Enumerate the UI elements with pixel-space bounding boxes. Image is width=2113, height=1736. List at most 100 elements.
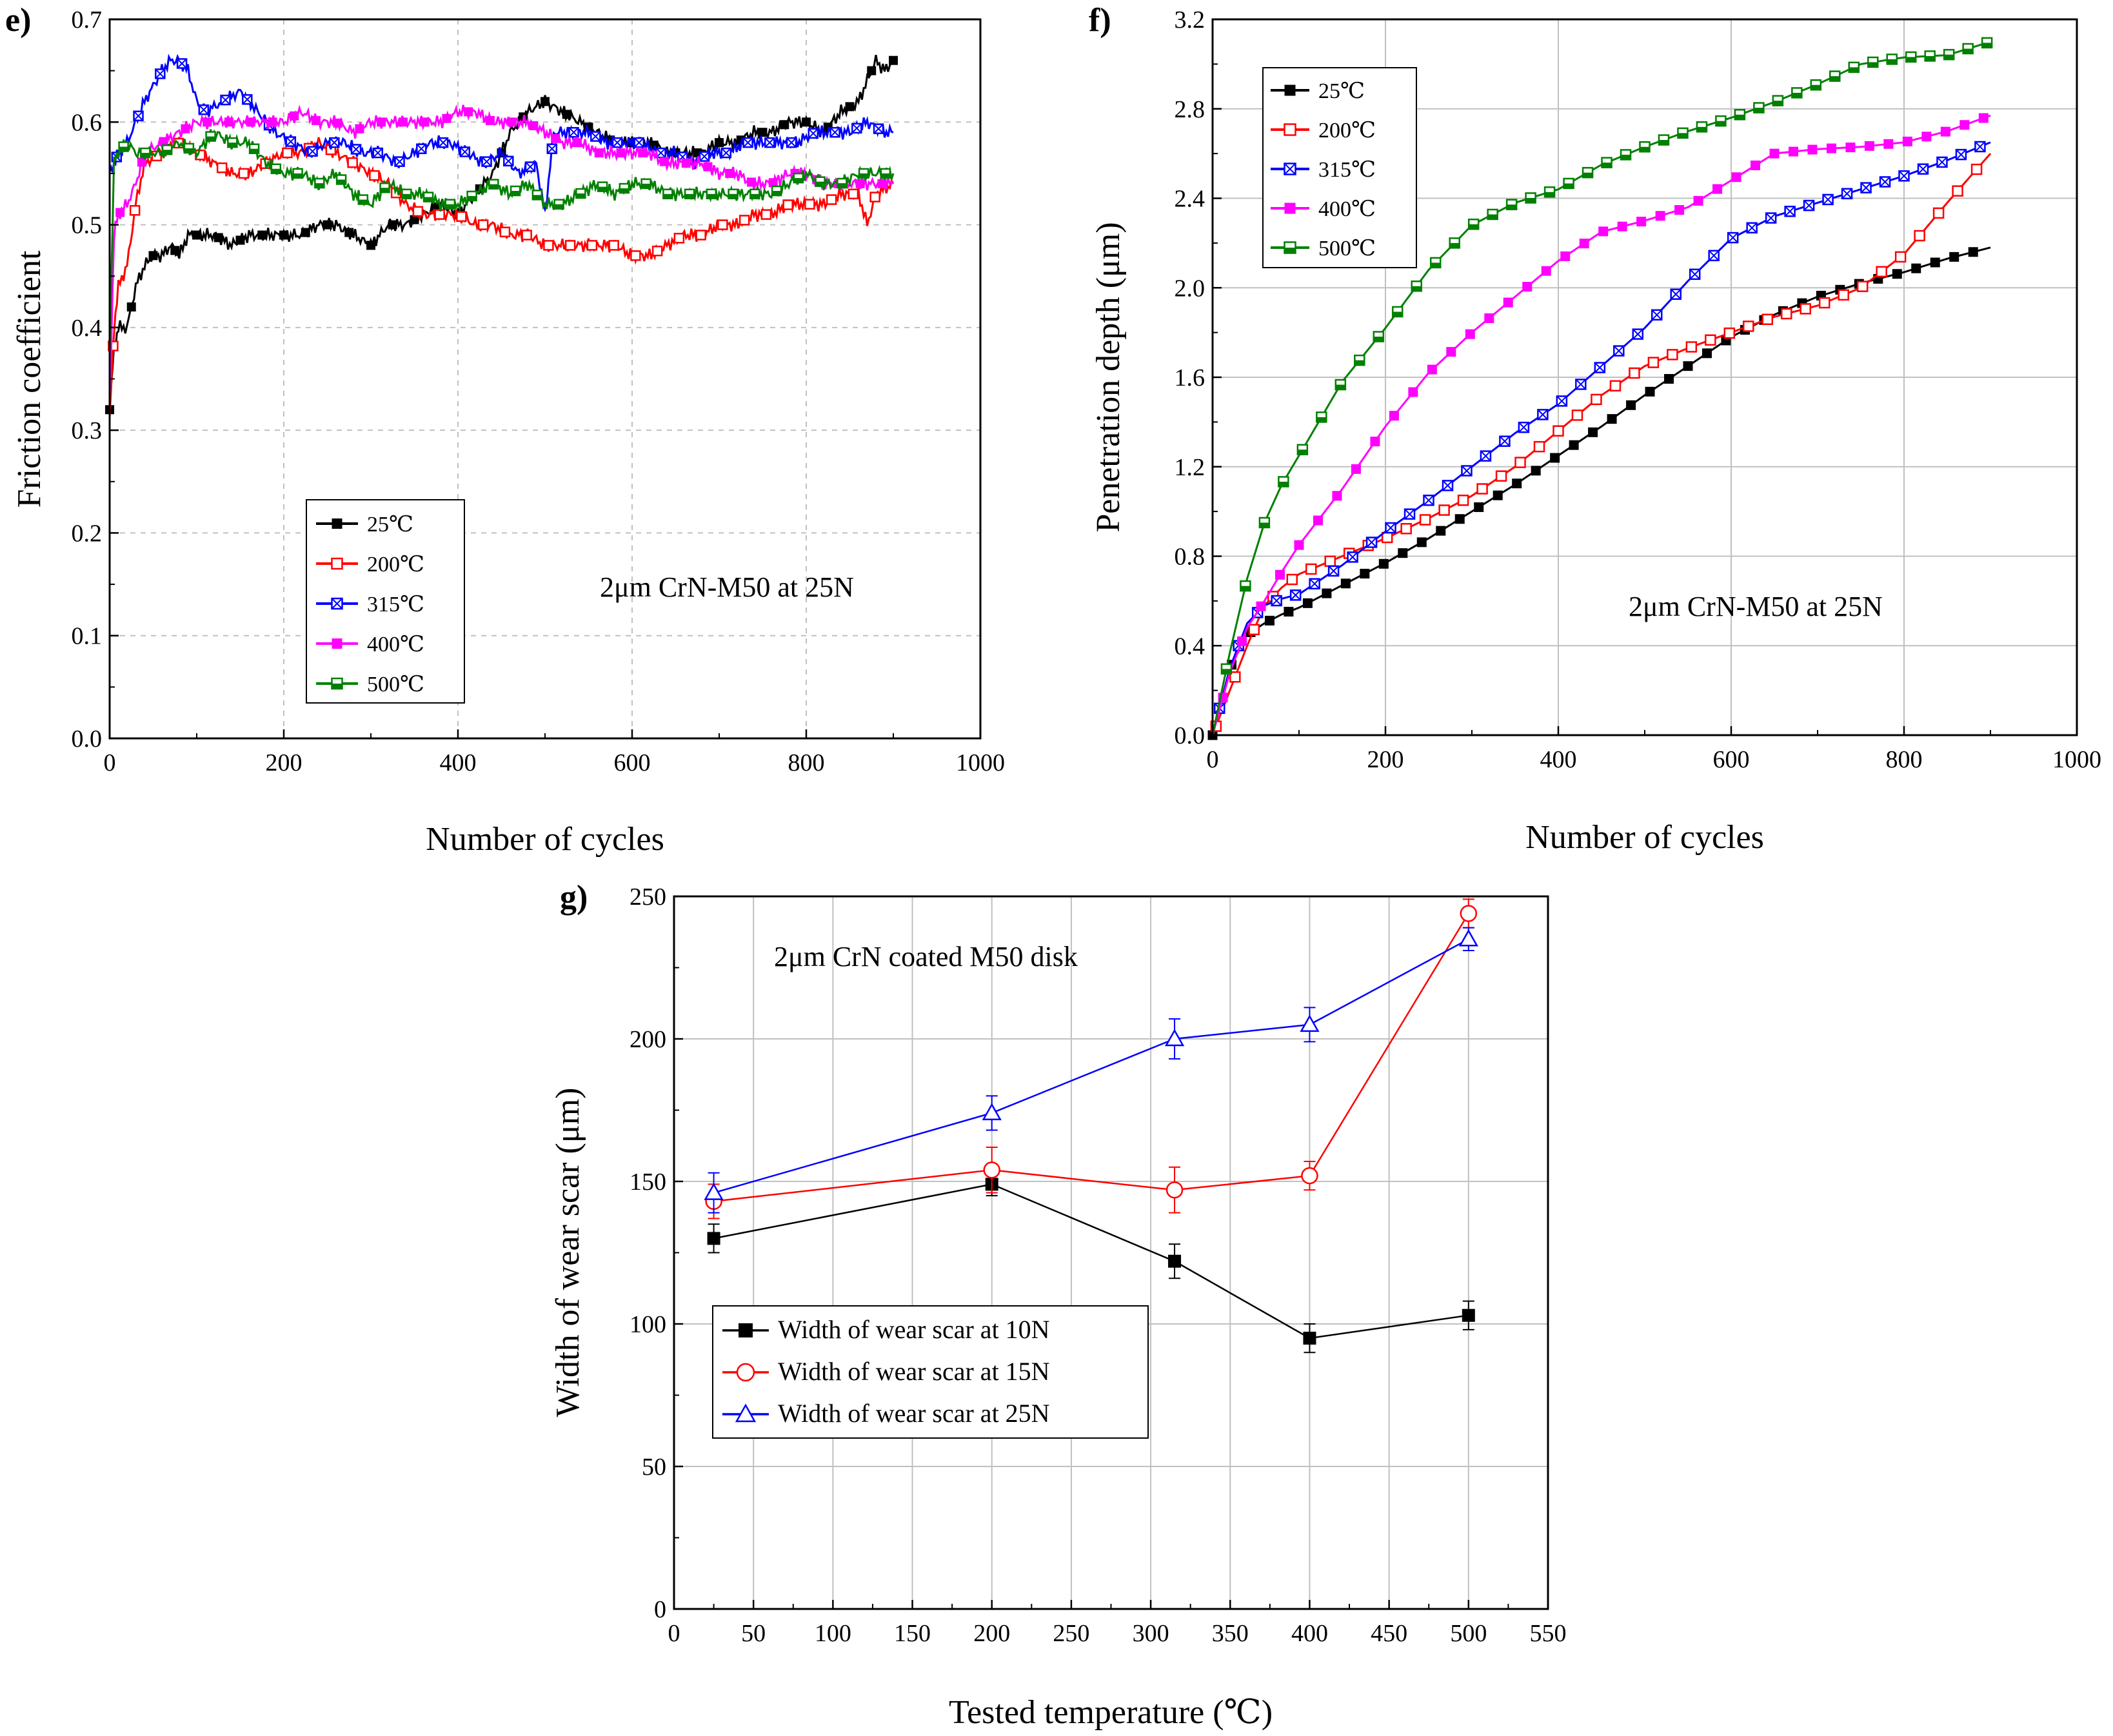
data-point (1727, 232, 1739, 244)
data-point (1848, 61, 1860, 74)
data-point (1594, 362, 1606, 373)
y-tick-label: 50 (642, 1454, 666, 1481)
data-point (181, 124, 190, 133)
data-point (804, 199, 815, 210)
data-point (651, 245, 663, 257)
data-point (203, 117, 212, 127)
data-point (1886, 54, 1898, 65)
data-point (1930, 257, 1940, 268)
data-point (1952, 185, 1963, 197)
data-point (1389, 411, 1399, 421)
data-point (270, 163, 282, 175)
data-point (616, 148, 626, 158)
data-point (1879, 176, 1891, 188)
data-point (1166, 1181, 1184, 1199)
data-point (282, 147, 293, 159)
data-point (372, 147, 384, 159)
data-point (1327, 565, 1340, 577)
x-tick-label: 350 (1212, 1620, 1249, 1647)
y-axis-label-f: Penetration depth (μm) (1090, 222, 1127, 532)
data-point (1636, 217, 1647, 227)
data-point (1943, 48, 1955, 61)
chart-e: e) 0 200 400 600 800 1000 0.0 0.1 0.2 0.3 0.4 0.5 0.… (5, 2, 1005, 858)
y-tick-label: 100 (630, 1311, 666, 1338)
y-tick-label: 0.2 (72, 520, 103, 547)
data-point (1800, 303, 1811, 315)
data-point (1743, 321, 1754, 332)
data-point (880, 168, 891, 179)
data-point (1480, 450, 1492, 462)
data-point (126, 302, 136, 311)
data-point (118, 141, 129, 152)
legend-box-g (712, 1305, 1149, 1439)
data-point (1411, 281, 1422, 292)
data-point (1658, 134, 1670, 146)
y-tick-label: 0.7 (72, 6, 103, 34)
data-point (1324, 555, 1336, 567)
data-point (982, 1103, 1002, 1121)
data-point (355, 124, 364, 133)
y-axis-label-g: Width of wear scar (μm) (550, 1088, 586, 1417)
data-point (1378, 558, 1389, 569)
legend-entry-315C: 315℃ (1271, 158, 1376, 182)
data-point (1294, 540, 1304, 550)
data-point (760, 209, 772, 220)
data-point (1385, 522, 1396, 534)
x-tick-label: 800 (1886, 746, 1923, 773)
plot-area-e (110, 19, 980, 738)
y-tick-label: 0.4 (1175, 633, 1205, 660)
data-point (224, 117, 233, 127)
data-point (1300, 1014, 1320, 1032)
legend-label-25N: Width of wear scar at 25N (778, 1399, 1050, 1428)
y-tick-label: 2.8 (1175, 96, 1205, 123)
data-point (1400, 523, 1412, 535)
series-200C (108, 137, 895, 417)
data-point (1484, 313, 1494, 323)
data-point (1856, 281, 1869, 292)
data-point (703, 162, 713, 172)
data-point (1845, 143, 1856, 153)
x-tick-label: 200 (973, 1620, 1010, 1647)
data-point (1354, 354, 1365, 366)
data-point (1370, 437, 1380, 447)
data-point (837, 177, 848, 189)
data-point (1826, 143, 1836, 153)
series-25N (704, 927, 1478, 1214)
plot-area-g (674, 896, 1548, 1609)
legend-label-500C: 500℃ (1318, 237, 1376, 261)
data-point (1894, 251, 1907, 263)
data-point (1460, 905, 1478, 922)
data-point (1537, 409, 1549, 420)
data-point (1613, 345, 1625, 357)
y-tick-label: 0.5 (72, 212, 103, 239)
data-point (192, 230, 201, 240)
legend-label-200C: 200℃ (367, 553, 424, 577)
data-point (369, 170, 380, 181)
data-point (572, 138, 582, 148)
data-point (764, 137, 775, 148)
data-point (155, 68, 166, 79)
data-point (575, 188, 586, 199)
data-point (1229, 671, 1241, 683)
data-point (1769, 148, 1780, 159)
data-point (388, 220, 397, 230)
data-point (1765, 212, 1777, 224)
y-tick-label: 3.2 (1175, 6, 1205, 34)
legend-entry-315C: 315℃ (316, 593, 424, 616)
data-point (1429, 257, 1442, 269)
data-point (198, 104, 210, 115)
data-point (749, 188, 760, 200)
data-point (1531, 466, 1541, 476)
legend-marker-15N (736, 1363, 755, 1382)
data-point (148, 251, 158, 261)
data-point (1822, 193, 1834, 206)
data-point (1959, 120, 1970, 130)
legend-entry-400C: 400℃ (316, 633, 424, 656)
data-point (541, 97, 550, 106)
data-point (877, 179, 887, 188)
data-point (1723, 327, 1736, 339)
data-point (662, 188, 673, 200)
y-tick-label: 2.4 (1175, 186, 1205, 213)
data-point (1632, 328, 1644, 340)
data-point (1525, 192, 1536, 204)
